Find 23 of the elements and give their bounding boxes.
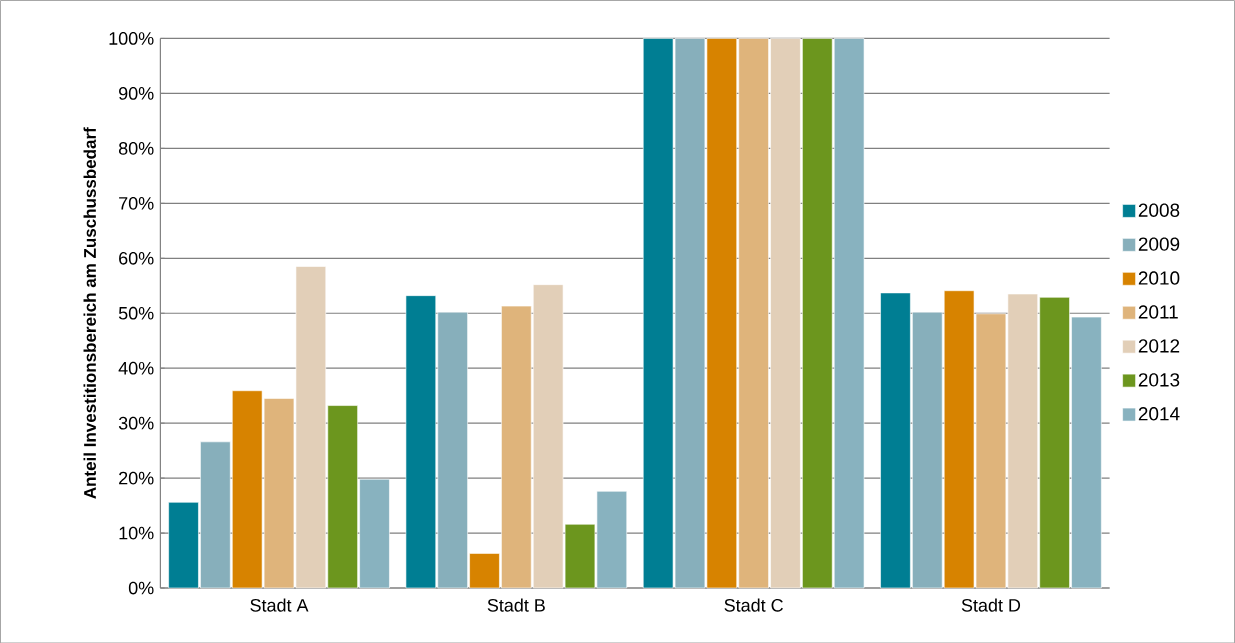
legend-label: 2010 [1138,271,1180,285]
y-tick-label: 0% [128,581,154,595]
y-axis-title: Anteil Investitionsbereich am Zuschussbedarf [83,127,96,499]
y-tick-label: 40% [118,361,154,375]
y-tick-label: 80% [118,141,154,155]
legend-label: 2008 [1138,203,1180,217]
legend-label: 2009 [1138,237,1180,251]
x-tick-label: Stadt D [961,598,1021,612]
y-tick-label: 70% [119,196,154,210]
y-tick-label: 100% [109,31,154,45]
legend-label: 2014 [1138,406,1180,421]
y-tick-label: 30% [118,416,154,430]
y-tick-label: 20% [119,471,154,485]
x-tick-label: Stadt B [487,598,545,612]
legend-label: 2011 [1138,305,1178,319]
x-tick-label: Stadt C [724,598,783,612]
y-tick-label: 60% [119,251,154,265]
x-tick-label: Stadt A [250,598,309,612]
y-tick-label: 90% [119,86,154,100]
y-tick-label: 10% [119,526,154,540]
y-tick-label: 50% [118,306,154,320]
legend-label: 2013 [1138,372,1180,387]
legend-label: 2012 [1138,338,1180,353]
